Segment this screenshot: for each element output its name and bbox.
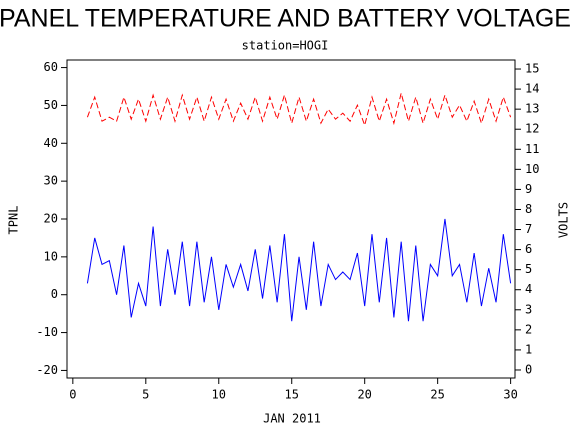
y2-tick-label: 11 xyxy=(525,142,539,156)
y2-tick-label: 0 xyxy=(525,362,532,376)
x-tick-label: 20 xyxy=(357,388,371,402)
y2-tick-label: 14 xyxy=(525,82,539,96)
y-tick-label: 30 xyxy=(44,174,58,188)
y2-tick-label: 12 xyxy=(525,122,539,136)
x-tick-label: 30 xyxy=(503,388,517,402)
y-tick-label: -20 xyxy=(36,363,58,377)
y2-tick-label: 7 xyxy=(525,222,532,236)
y2-tick-label: 9 xyxy=(525,182,532,196)
y-axis-label: TPNL xyxy=(7,206,21,235)
x-tick-label: 15 xyxy=(285,388,299,402)
y2-tick-label: 6 xyxy=(525,242,532,256)
y-tick-label: -10 xyxy=(36,325,58,339)
y-tick-label: 60 xyxy=(44,60,58,74)
x-axis-label: JAN 2011 xyxy=(263,412,321,426)
x-tick-label: 10 xyxy=(212,388,226,402)
y2-axis-label: VOLTS xyxy=(557,202,570,238)
y-tick-label: 0 xyxy=(51,287,58,301)
y2-tick-label: 15 xyxy=(525,62,539,76)
x-tick-label: 5 xyxy=(142,388,149,402)
y-tick-label: 20 xyxy=(44,212,58,226)
y2-tick-label: 2 xyxy=(525,322,532,336)
y-tick-label: 50 xyxy=(44,98,58,112)
chart-title: PANEL TEMPERATURE AND BATTERY VOLTAGE xyxy=(0,5,570,33)
y-tick-label: 10 xyxy=(44,249,58,263)
y2-tick-label: 13 xyxy=(525,102,539,116)
y2-tick-label: 1 xyxy=(525,342,532,356)
chart-subtitle: station=HOGI xyxy=(242,39,329,53)
y2-tick-label: 5 xyxy=(525,262,532,276)
y2-tick-label: 10 xyxy=(525,162,539,176)
y-tick-label: 40 xyxy=(44,136,58,150)
x-tick-label: 0 xyxy=(69,388,76,402)
x-tick-label: 25 xyxy=(430,388,444,402)
y2-tick-label: 4 xyxy=(525,282,532,296)
y2-tick-label: 8 xyxy=(525,202,532,216)
y2-tick-label: 3 xyxy=(525,302,532,316)
